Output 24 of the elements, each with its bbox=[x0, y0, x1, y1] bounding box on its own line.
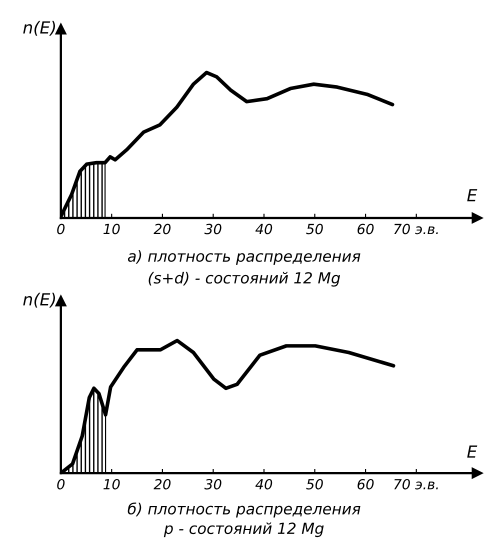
x-tick-label: 0 bbox=[57, 478, 65, 490]
x-tick-label: 0 bbox=[57, 224, 65, 234]
text: p - состояний 12 Mg bbox=[164, 522, 324, 538]
y-axis-title: n(E) bbox=[23, 20, 56, 36]
x-tick-label: 60 bbox=[358, 224, 374, 234]
text: (s+d) - состояний 12 Mg bbox=[148, 272, 340, 287]
x-tick-label: 60 bbox=[358, 478, 374, 490]
x-tick-label: 30 bbox=[204, 478, 222, 490]
x-tick-label: 10 bbox=[103, 224, 120, 234]
x-tick-label: 70 э.в. bbox=[394, 224, 438, 234]
x-tick-label: 20 bbox=[154, 478, 171, 490]
x-tick-label: 20 bbox=[154, 224, 171, 234]
x-tick-label: 40 bbox=[255, 224, 272, 234]
text: б) плотность распределения bbox=[128, 502, 360, 518]
x-axis-title: E bbox=[467, 189, 478, 202]
x-tick-label: 50 bbox=[306, 478, 323, 490]
x-tick-label: 50 bbox=[306, 224, 323, 234]
x-tick-label: 10 bbox=[103, 478, 120, 490]
x-tick-label: 40 bbox=[255, 478, 272, 490]
x-axis-title: E bbox=[467, 445, 478, 458]
x-tick-label: 70 э.в. bbox=[394, 478, 438, 490]
x-tick-label: 30 bbox=[204, 224, 222, 234]
y-axis-title: n(E) bbox=[23, 292, 56, 308]
text: а) плотность распределения bbox=[128, 250, 360, 265]
